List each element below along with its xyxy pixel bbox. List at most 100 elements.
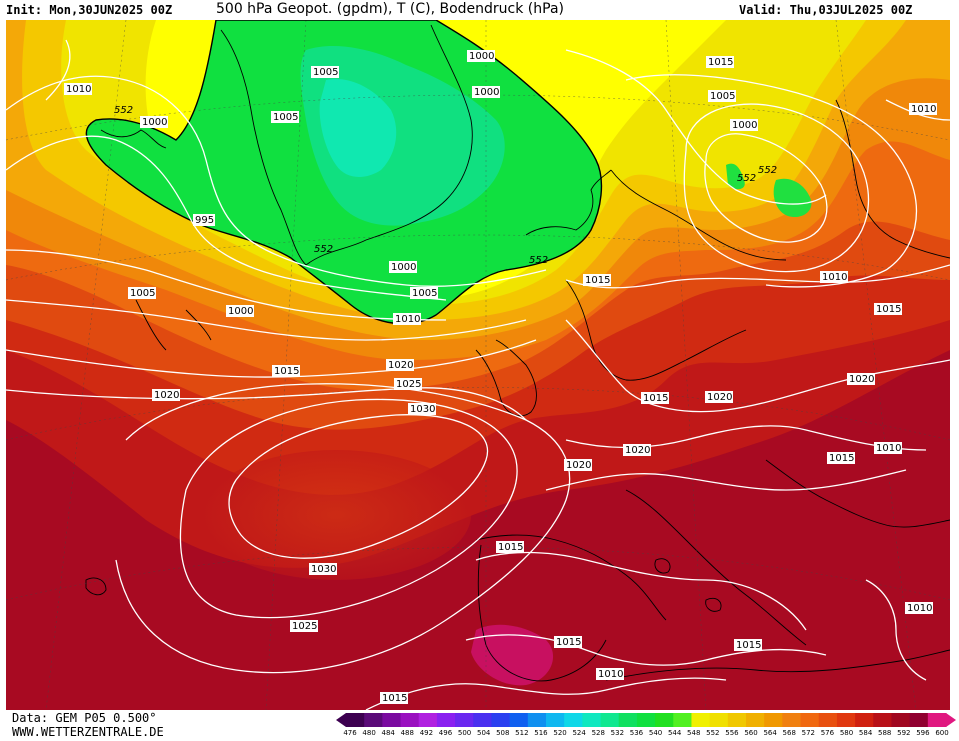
weather-map: 1010 552 1000 1005 1000 1005 1000 1015 1005 1010 1… (6, 20, 950, 710)
isobar-label: 1010 (905, 602, 933, 614)
isobar-label: 1000 (140, 116, 168, 128)
legend-tick-label: 488 (400, 729, 414, 737)
legend-swatch (927, 713, 947, 727)
isobar-label: 1015 (641, 392, 669, 404)
baltic-552-blob (773, 178, 812, 218)
isobar-label: 1005 (311, 66, 339, 78)
isobar-line (565, 49, 827, 205)
isobar-1025-closed (179, 398, 518, 619)
isobar-label: 1010 (820, 271, 848, 283)
legend-swatch (509, 713, 529, 727)
isobar-line (6, 249, 447, 321)
legend-tick-label: 568 (782, 729, 796, 737)
isobar-label-text: 1000 (469, 51, 494, 62)
isobar-label: 1010 (596, 668, 624, 680)
isobar-label-text: 1005 (710, 91, 735, 102)
legend-tick-label: 544 (667, 729, 682, 737)
isobar-label-text: 552 (314, 244, 333, 255)
italy-coast (625, 489, 807, 646)
british-isles-coast (475, 339, 537, 417)
isobar-label-text: 1015 (876, 304, 901, 315)
isobar-label-text: 1000 (228, 306, 253, 317)
legend-tick-label: 548 (687, 729, 701, 737)
isobar-label-text: 1015 (274, 366, 299, 377)
isobar-label: 1000 (472, 86, 500, 98)
isobar-label: 1020 (564, 459, 592, 471)
isobar-label-text: 1030 (410, 404, 435, 415)
legend-swatch (746, 713, 765, 727)
legend-swatch (400, 713, 420, 727)
baffin-coast (100, 129, 167, 149)
isobar-label: 1000 (730, 119, 758, 131)
isobar-label: 1015 (734, 639, 762, 651)
azores-high-shading (201, 450, 471, 580)
isobar-line (6, 135, 447, 301)
legend-tick-label: 560 (744, 729, 758, 737)
legend-swatch (818, 713, 838, 727)
legend-tick-label: 572 (801, 729, 815, 737)
isobar-line (6, 299, 527, 341)
isobar-label: 1020 (847, 373, 875, 385)
russia-coast (835, 99, 950, 259)
iberia-west-coast (477, 544, 607, 682)
color-scale-legend (336, 713, 956, 727)
isobar-1030-closed (228, 414, 489, 559)
isobar-line (6, 75, 547, 287)
isobar-label: 1010 (874, 442, 902, 454)
legend-swatch (636, 713, 656, 727)
legend-tick-label: 480 (362, 729, 376, 737)
isobar-label-text: 1010 (876, 443, 901, 454)
legend-swatch (782, 713, 802, 727)
color-scale-ticks: 476 480 484 488 492 496 500 504 508 512 516 520 524 5… (343, 729, 948, 740)
isobar-label-text: 1020 (566, 460, 591, 471)
legend-tick-label: 532 (610, 729, 625, 737)
legend-tick-label: 516 (534, 729, 548, 737)
isobar-label-text: 1010 (66, 84, 91, 95)
iberia-warm-core (471, 624, 554, 686)
azores-islands (85, 577, 107, 596)
isobar-label-text: 552 (737, 173, 756, 184)
isobar-label: 1015 (583, 274, 611, 286)
map-title: 500 hPa Geopot. (gpdm), T (C), Bodendruc… (216, 1, 564, 17)
isobar-label-text: 1015 (643, 393, 668, 404)
isobar-line (465, 634, 827, 666)
isobar-label-text: 1005 (273, 112, 298, 123)
scandinavia-coast (610, 169, 787, 261)
legend-tick-label: 592 (897, 729, 911, 737)
isobar-label-text: 1010 (395, 314, 420, 325)
cold-core-544 (319, 79, 397, 177)
isobar-label-text: 552 (529, 255, 548, 266)
legend-swatch (346, 713, 365, 727)
isobar-label-text: 995 (195, 215, 214, 226)
isobar-label-text: 1010 (822, 272, 847, 283)
isobar-label-text: 1020 (388, 360, 413, 371)
legend-tick-label: 580 (839, 729, 854, 737)
isobar-label-text: 1025 (292, 621, 317, 632)
isobar-label: 1025 (290, 620, 318, 632)
legend-swatch (691, 713, 711, 727)
legend-tick-label: 496 (438, 729, 453, 737)
legend-tick-label: 576 (820, 729, 835, 737)
geopotential-552-contour (85, 20, 603, 325)
legend-swatch (836, 713, 856, 727)
isobar-label-text: 1010 (911, 104, 936, 115)
isobar-label-text: 1000 (732, 120, 757, 131)
legend-swatch (527, 713, 547, 727)
legend-swatch (764, 713, 783, 727)
geopotential-label: 552 (114, 105, 133, 116)
isobar-label-text: 1020 (625, 445, 650, 456)
legend-tick-label: 476 (343, 729, 357, 737)
legend-swatch (855, 713, 874, 727)
isobar-label: 1005 (271, 111, 299, 123)
isobar-label-text: 1025 (396, 379, 421, 390)
legend-swatch (455, 713, 474, 727)
isobar-label-text: 552 (758, 165, 777, 176)
isobar-label: 995 (193, 214, 215, 226)
newfoundland-coast (135, 299, 212, 351)
isobar-label-text: 552 (114, 105, 133, 116)
geopotential-label: 552 (314, 244, 333, 255)
legend-swatch (582, 713, 602, 727)
isobar-label-text: 1020 (154, 390, 179, 401)
isobar-line (545, 469, 907, 491)
isobar-label: 1015 (827, 452, 855, 464)
